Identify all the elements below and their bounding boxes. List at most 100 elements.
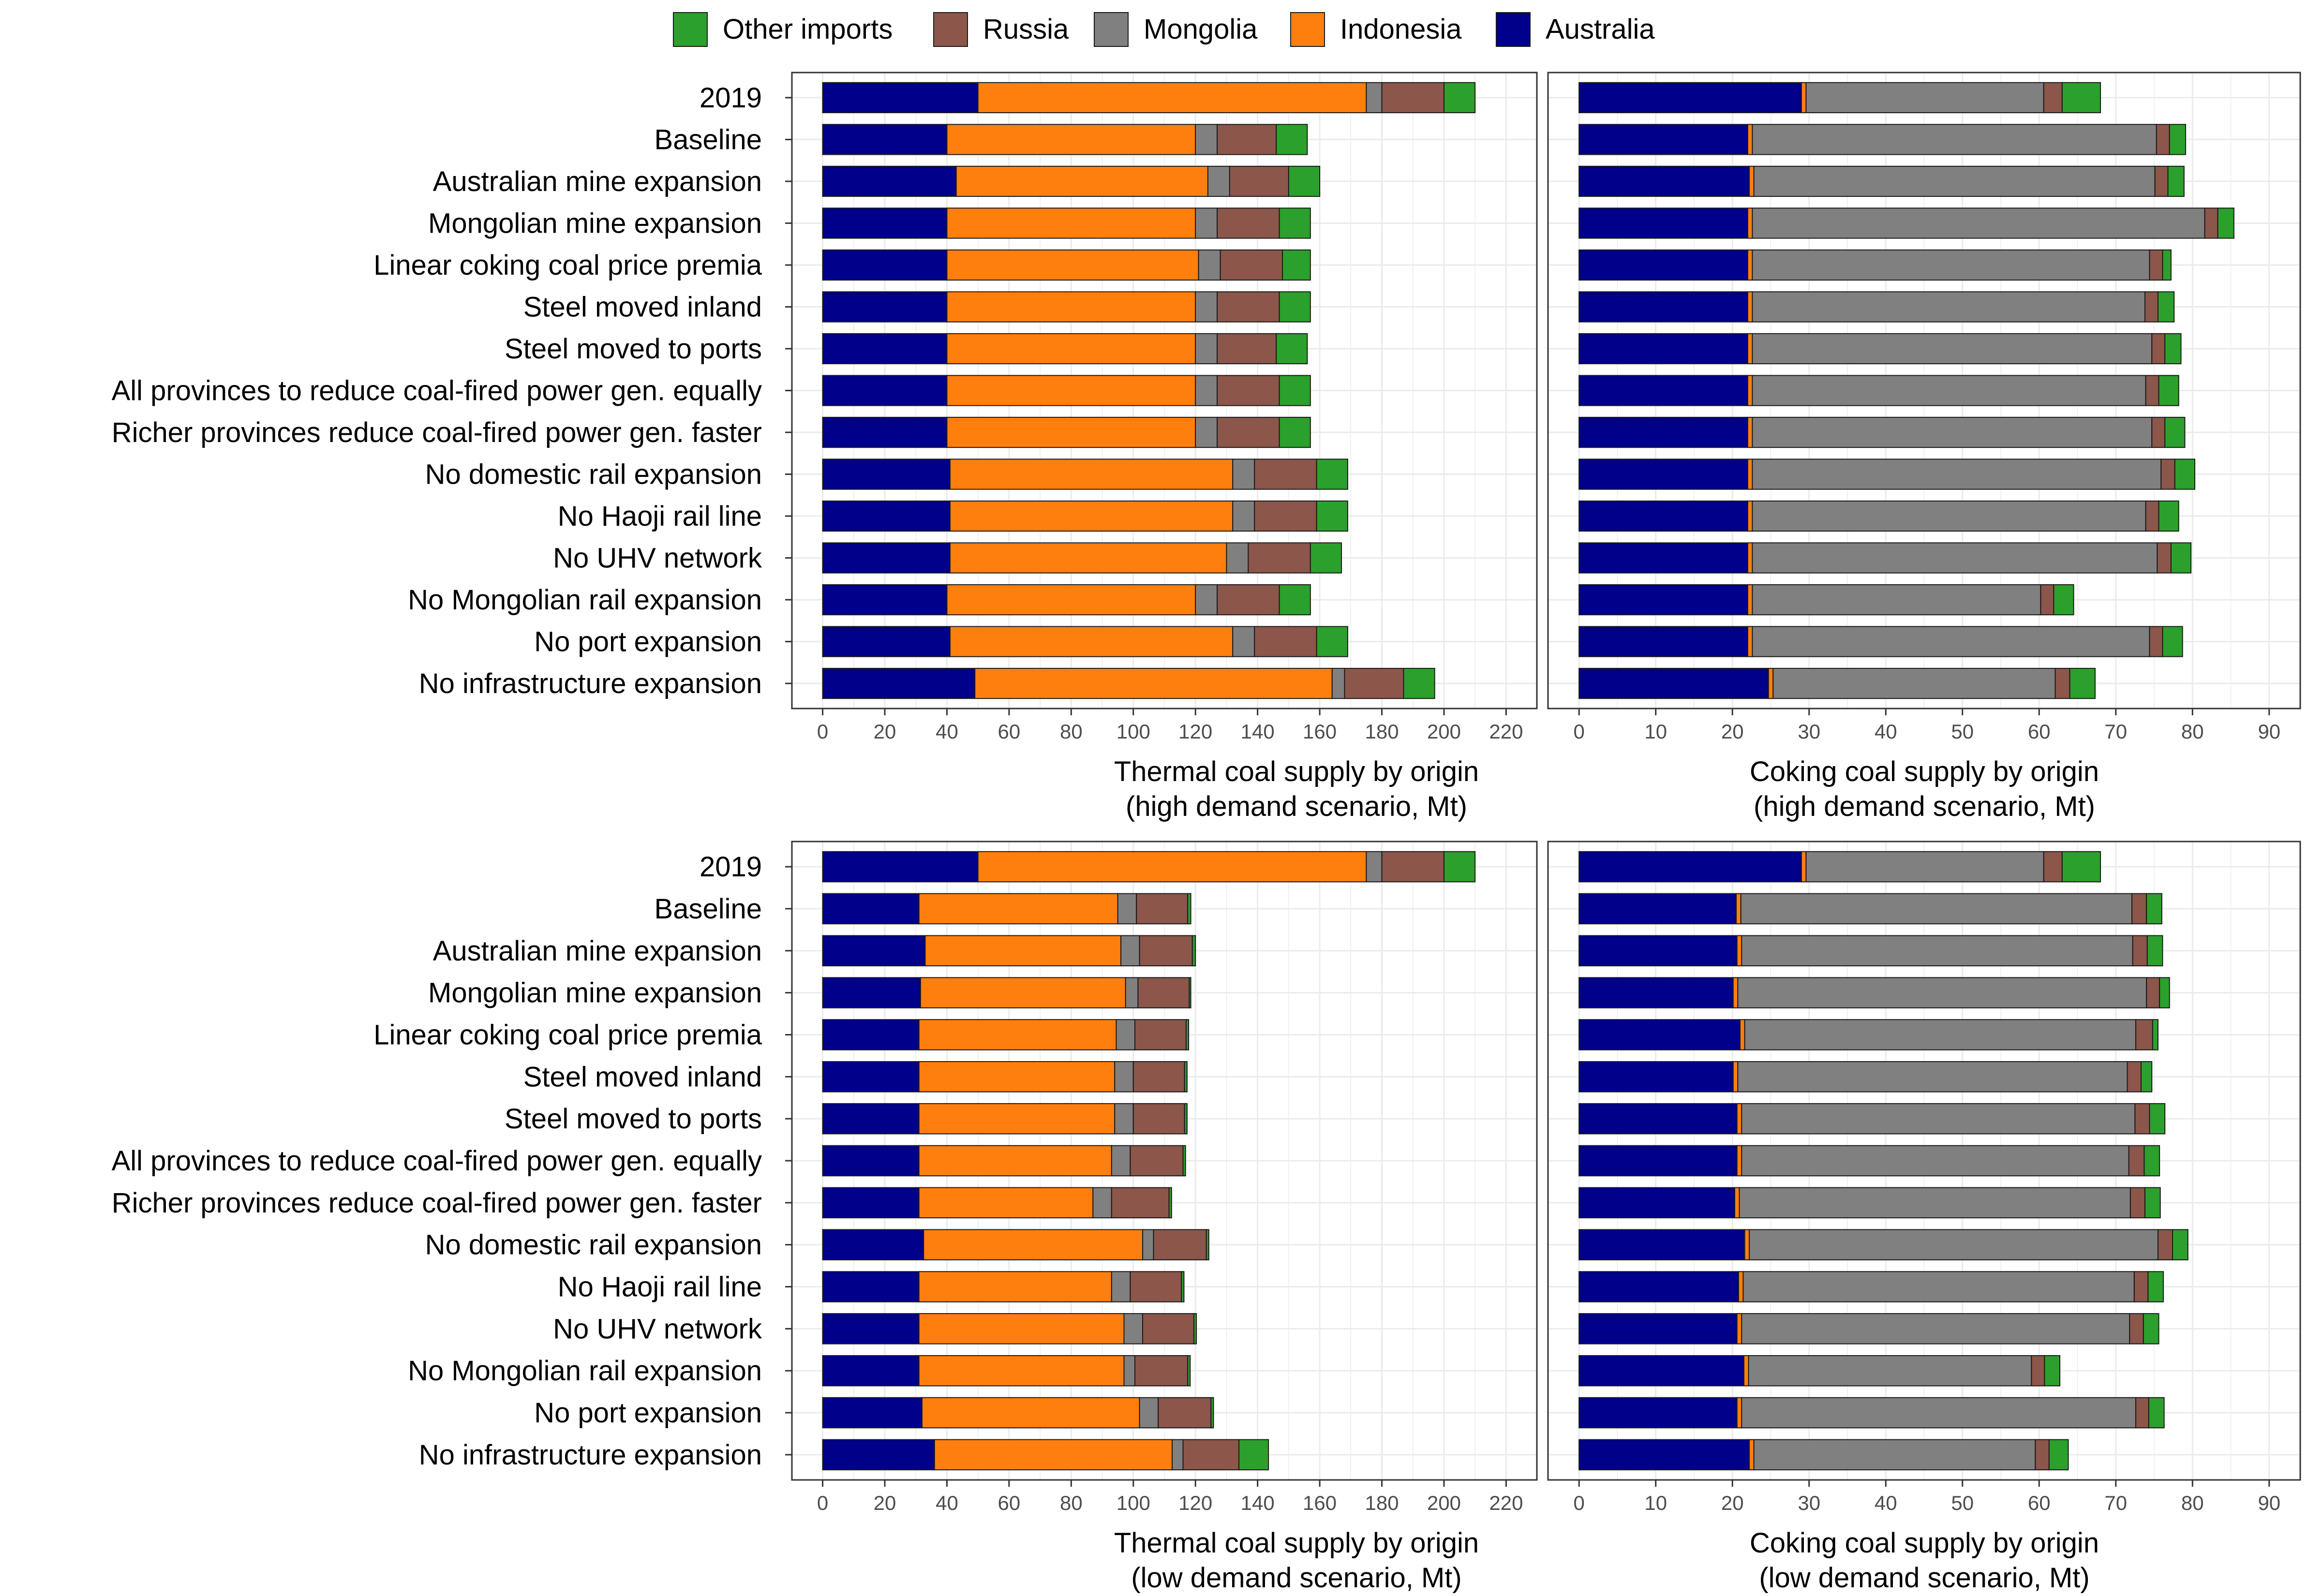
x-tick-label: 20 [1721,720,1744,743]
bar-segment-australia [1578,416,1748,448]
bar-segment-other-imports [2167,165,2185,197]
bar-segment-indonesia [918,1019,1117,1050]
bar-segment-australia [1578,458,1748,490]
bar-segment-other-imports [2169,124,2187,155]
bar-segment-australia [822,458,951,490]
bar-segment-australia [1578,935,1738,967]
bar-segment-other-imports [1191,935,1196,967]
x-tick-label: 40 [936,1492,958,1514]
bar-segment-russia [2043,82,2063,114]
bar-segment-australia [822,1229,924,1260]
bar-segment-mongolia [1741,935,2133,967]
bar-segment-indonesia [918,1313,1125,1345]
bar-segment-mongolia [1111,1145,1131,1177]
bar-segment-mongolia [1139,1397,1159,1429]
bar-segment-mongolia [1172,1439,1184,1471]
bar-segment-other-imports [2158,375,2179,406]
bar-segment-indonesia [946,333,1196,365]
bar-segment-russia [1220,249,1283,281]
legend-key-indonesia [1290,12,1325,47]
x-tick-label: 100 [1116,1492,1150,1514]
x-tick-label: 60 [2028,720,2051,743]
bar-segment-australia [822,626,951,657]
bar-segment-indonesia [1740,1019,1745,1050]
bar-segment-russia [2154,165,2169,197]
bar-segment-russia [1381,851,1444,883]
bar-segment-indonesia [918,893,1118,925]
bar-segment-russia [2146,977,2160,1008]
bar-segment-russia [1158,1397,1212,1429]
bar-segment-russia [2129,1313,2144,1345]
x-tick-label: 20 [1721,1492,1744,1514]
bar-segment-russia [1217,291,1280,323]
bar-segment-mongolia [1748,1355,2032,1387]
bar-segment-indonesia [946,249,1199,281]
category-label: No Mongolian rail expansion [408,584,762,616]
bar-segment-australia [1578,333,1748,365]
bar-segment-indonesia [1749,1439,1755,1471]
bar-segment-other-imports [2172,1229,2188,1260]
bar-segment-other-imports [1187,1355,1191,1387]
bar-segment-indonesia [920,977,1126,1008]
bar-segment-russia [1217,333,1277,365]
bar-segment-other-imports [1279,416,1311,448]
bar-segment-australia [1578,1313,1738,1345]
bar-segment-other-imports [1189,977,1191,1008]
bar-segment-australia [822,207,948,239]
legend: Other imports Russia Mongolia Indonesia Aust… [673,12,1655,47]
bar-segment-other-imports [1184,1103,1188,1135]
bar-segment-indonesia [946,124,1196,155]
bar-segment-russia [2035,1439,2050,1471]
category-label: Steel moved inland [523,1061,762,1093]
bar-segment-indonesia [1747,416,1753,448]
bar-segment-australia [822,893,920,925]
bar-segment-russia [1217,584,1280,616]
bar-segment-indonesia [1747,458,1753,490]
chart-panel-4: 0 10 20 30 40 50 60 70 80 90 Coking coal supply by… [1547,841,2301,1594]
bar-segment-russia [2127,1061,2142,1093]
bar-segment-australia [1578,500,1748,532]
x-tick-label: 50 [1951,720,1974,743]
bar-segment-russia [1248,542,1311,574]
bar-segment-indonesia [918,1061,1116,1093]
bar-segment-mongolia [1195,584,1218,616]
bar-segment-mongolia [1142,1229,1154,1260]
bar-segment-mongolia [1752,333,2153,365]
bar-segment-other-imports [2158,500,2179,532]
bar-segment-australia [822,1271,920,1302]
bar-segment-mongolia [1195,207,1218,239]
bar-segment-other-imports [2159,977,2170,1008]
bar-segment-australia [822,935,926,967]
category-label: All provinces to reduce coal-fired power… [112,1145,762,1177]
bar-segment-russia [2151,333,2166,365]
category-label: Steel moved inland [523,291,762,323]
bar-segment-indonesia [949,542,1227,574]
category-label: No Haoji rail line [558,1271,762,1303]
bar-segment-russia [2054,667,2070,699]
bar-segment-australia [822,1061,920,1093]
category-label: Steel moved to ports [505,333,762,365]
category-label: 2019 [700,851,762,883]
bar-segment-other-imports [1210,1397,1214,1429]
bar-segment-australia [822,1355,920,1387]
x-tick-label: 140 [1241,720,1275,743]
chart-panel-1: 0 20 40 60 80 100 120 140 160 180 200 220 2019 Baseli… [112,72,1538,822]
bar-segment-indonesia [1743,1355,1749,1387]
x-tick-label: 20 [874,720,896,743]
x-tick-label: 30 [1798,720,1820,743]
bar-segment-australia [822,1145,920,1177]
bar-segment-mongolia [1752,207,2205,239]
bar-segment-russia [2145,375,2159,406]
bar-segment-indonesia [1732,977,1739,1008]
x-tick-label: 80 [1060,1492,1083,1514]
x-tick-label: 0 [817,1492,828,1514]
panel-border [1547,72,2301,709]
bar-segment-indonesia [1801,851,1807,883]
bar-segment-other-imports [2069,667,2096,699]
bar-segment-indonesia [1768,667,1774,699]
bar-segment-other-imports [1185,1019,1190,1050]
bar-segment-indonesia [1734,1187,1740,1219]
bar-segment-other-imports [2143,1313,2159,1345]
category-label: Steel moved to ports [505,1103,762,1135]
